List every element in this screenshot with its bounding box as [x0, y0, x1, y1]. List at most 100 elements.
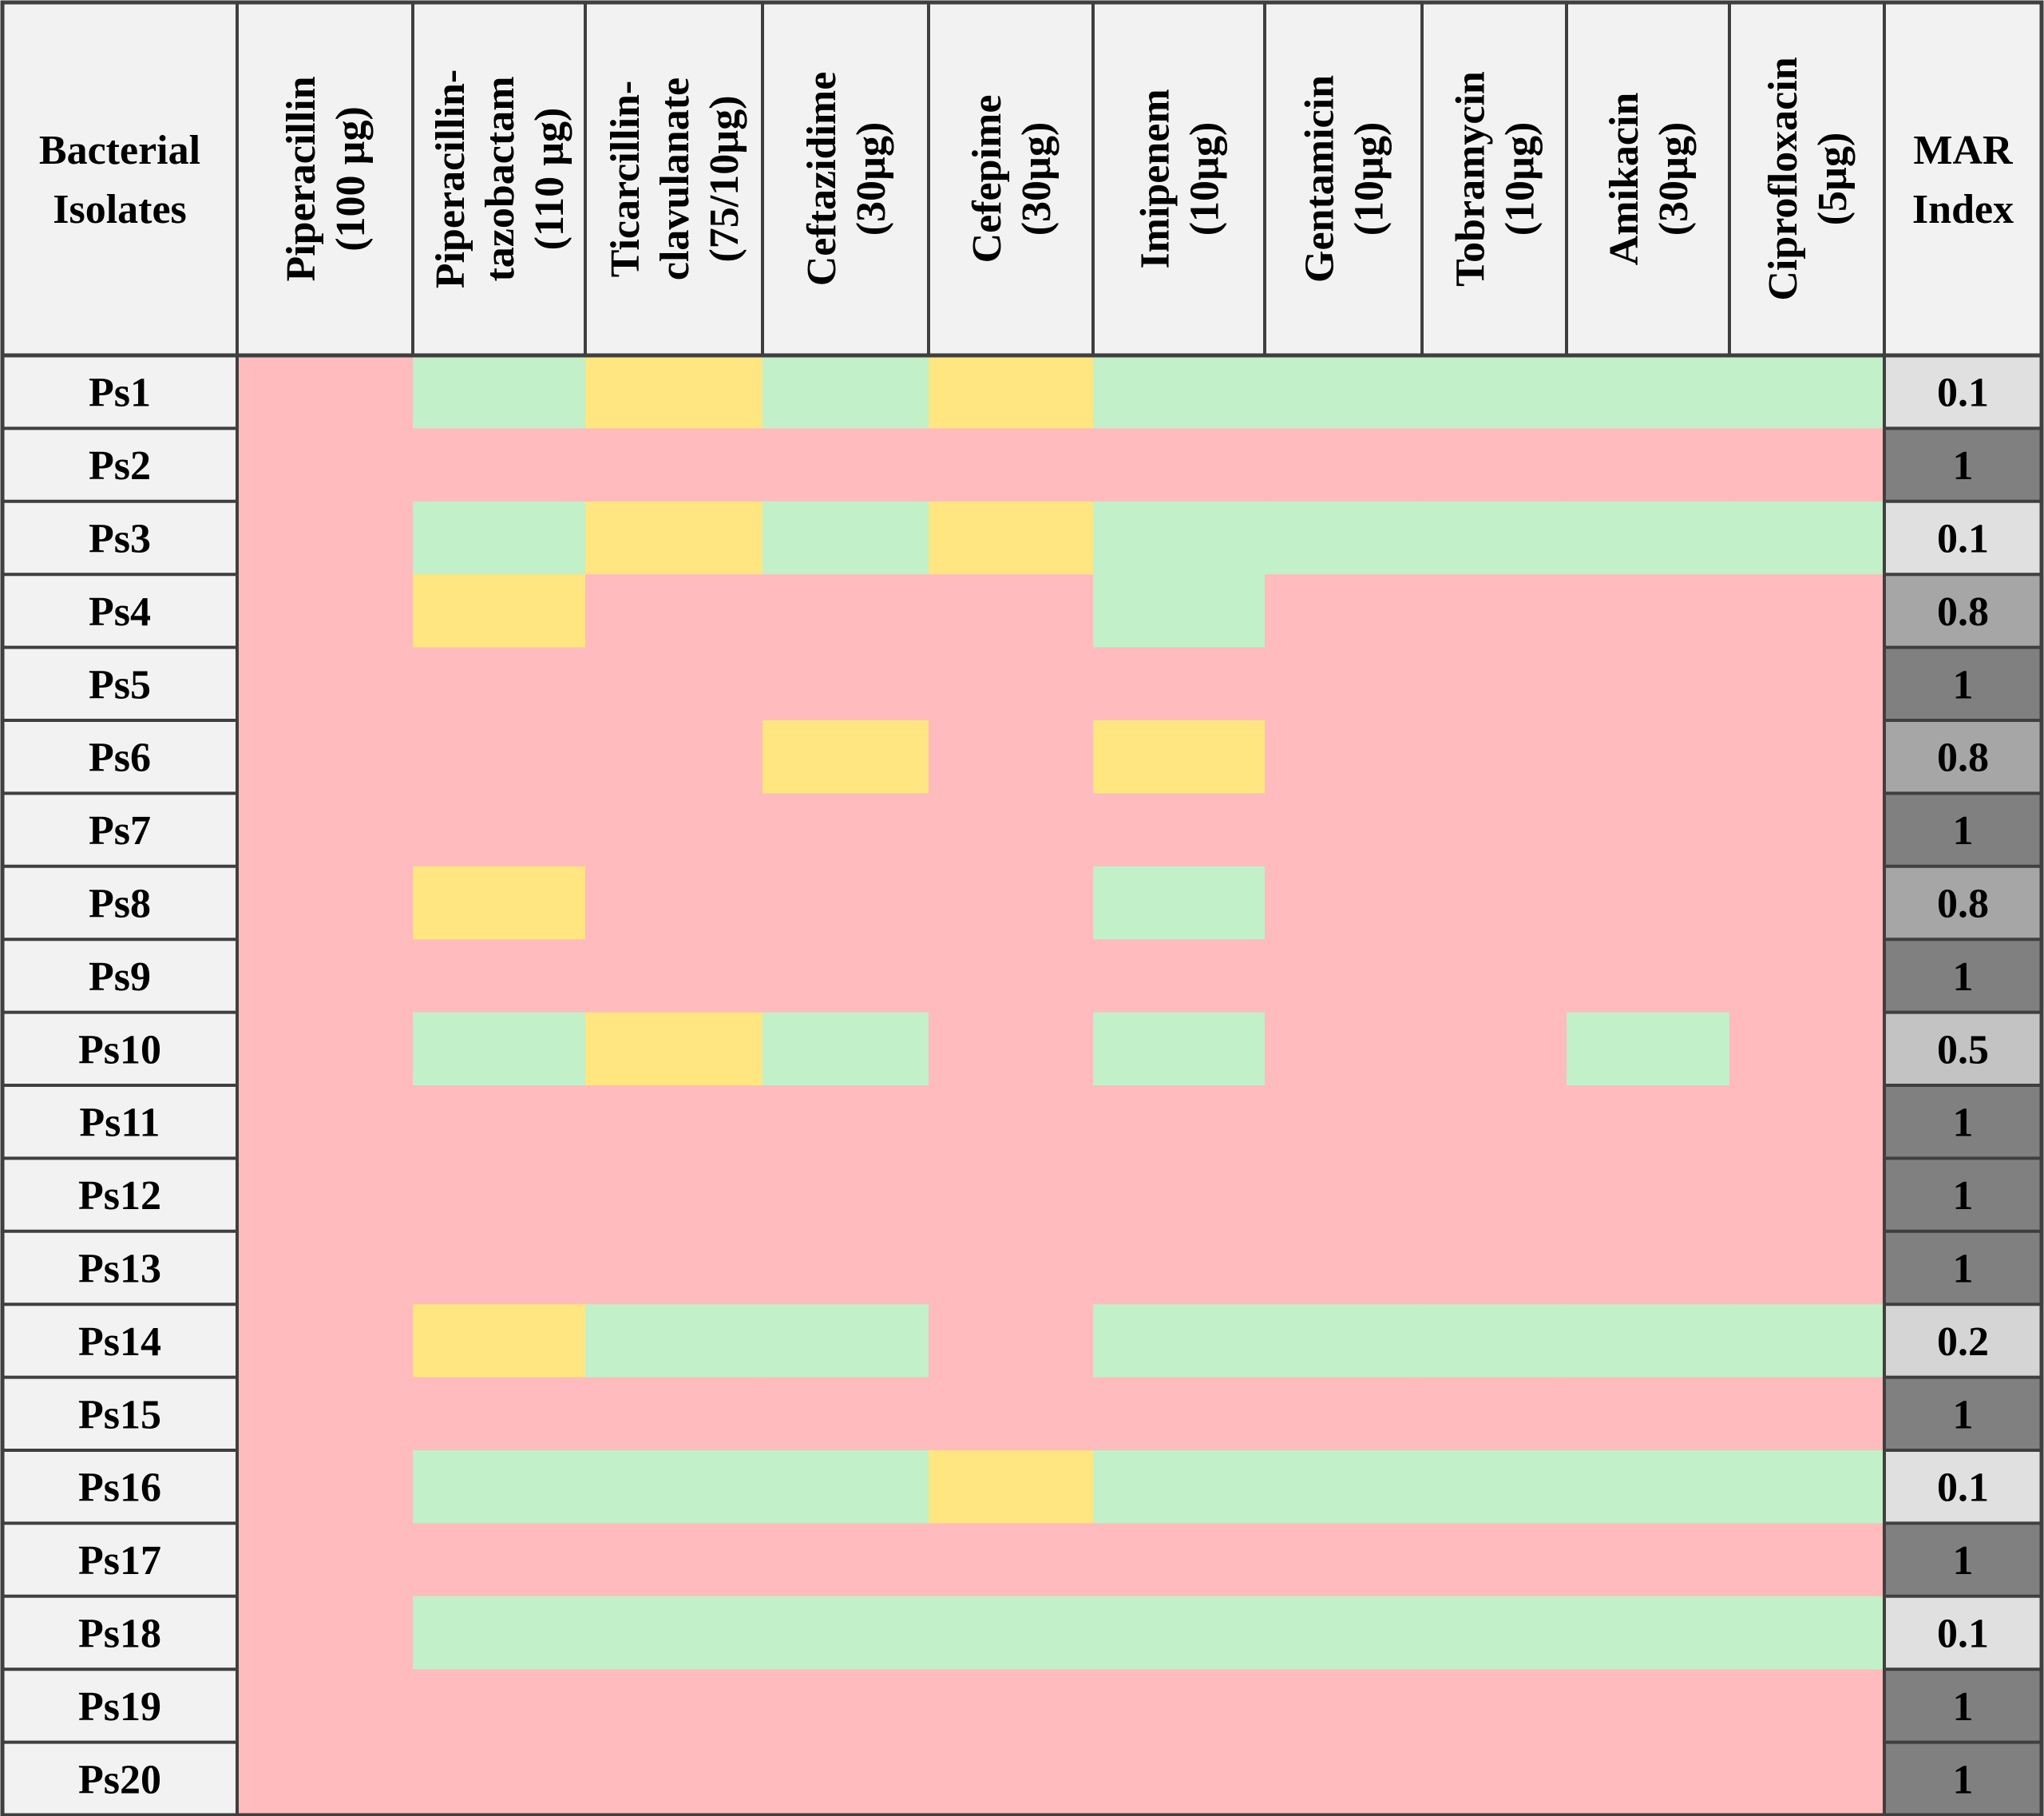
heatmap-cell [1422, 1742, 1567, 1816]
heatmap-cell [413, 1085, 586, 1159]
heatmap-cell [585, 501, 763, 575]
heatmap-cell [1729, 720, 1885, 794]
heatmap-cell [237, 501, 414, 575]
heatmap-cell [1265, 720, 1423, 794]
heatmap-cell [237, 1158, 414, 1232]
antibiotic-header-label: Amikacin(30µg) [1602, 93, 1697, 266]
heatmap-cell [1422, 1085, 1567, 1159]
antibiotic-header-label: Piperacillin(100 µg) [279, 76, 374, 281]
heatmap-cell [1093, 866, 1266, 940]
heatmap-cell [413, 1742, 586, 1816]
heatmap-cell [1265, 355, 1423, 429]
heatmap-cell [237, 1596, 414, 1670]
heatmap-cell [1265, 1669, 1423, 1743]
mar-index-cell [1884, 939, 2042, 1013]
heatmap-cell [1729, 1304, 1885, 1378]
mar-index-value: 0.2 [1937, 1319, 1989, 1365]
heatmap-cell [1567, 1377, 1730, 1451]
heatmap-cell [763, 1085, 929, 1159]
heatmap-cell [763, 793, 929, 867]
heatmap-cell [1422, 866, 1567, 940]
heatmap-cell [237, 1742, 414, 1816]
heatmap-cell [1093, 501, 1266, 575]
heatmap-cell [585, 866, 763, 940]
heatmap-cell [1567, 1158, 1730, 1232]
isolate-label: Ps16 [78, 1465, 161, 1511]
heatmap-cell [1567, 1742, 1730, 1816]
mar-index-value: 1 [1953, 443, 1974, 489]
heatmap-cell [1729, 1669, 1885, 1743]
isolate-label: Ps13 [78, 1247, 161, 1292]
heatmap-cell [1093, 1231, 1266, 1305]
heatmap-cell [1265, 428, 1423, 502]
heatmap-cell [1093, 1596, 1266, 1670]
heatmap-cell [413, 1377, 586, 1451]
heatmap-cell [585, 1377, 763, 1451]
heatmap-cell [1567, 355, 1730, 429]
heatmap-cell [929, 1231, 1094, 1305]
heatmap-cell [1265, 939, 1423, 1013]
heatmap-cell [585, 1085, 763, 1159]
heatmap-cell [1729, 1231, 1885, 1305]
heatmap-cell [1422, 1304, 1567, 1378]
heatmap-cell [763, 1304, 929, 1378]
heatmap-cell [1422, 574, 1567, 648]
heatmap-cell [1567, 1596, 1730, 1670]
heatmap-cell [1567, 793, 1730, 867]
mar-index-cell [1884, 1085, 2042, 1159]
heatmap-cell [1729, 1158, 1885, 1232]
heatmap-cell [1567, 1669, 1730, 1743]
heatmap-cell [1567, 1012, 1730, 1086]
heatmap-cell [237, 428, 414, 502]
mar-index-value: 1 [1953, 1757, 1974, 1802]
heatmap-cell [413, 939, 586, 1013]
heatmap-cell [1422, 355, 1567, 429]
heatmap-cell [1422, 1669, 1567, 1743]
heatmap-cell [237, 1012, 414, 1086]
mar-index-value: 1 [1953, 808, 1974, 854]
heatmap-cell [1729, 428, 1885, 502]
heatmap-cell [1729, 647, 1885, 721]
mar-index-cell [1884, 1304, 2042, 1378]
heatmap-cell [413, 866, 586, 940]
mar-index-cell [1884, 428, 2042, 502]
mar-index-cell [1884, 501, 2042, 575]
antibiotic-header: Cefepime(30µg) [965, 95, 1060, 264]
heatmap-cell [237, 1085, 414, 1159]
antibiotic-header-label: Tobramycin(10µg) [1448, 71, 1543, 287]
heatmap-cell [1265, 574, 1423, 648]
isolate-label: Ps8 [89, 882, 151, 927]
mar-index-value: 0.1 [1937, 371, 1989, 416]
isolate-label: Ps11 [79, 1100, 160, 1146]
heatmap-cell [929, 1523, 1094, 1597]
heatmap-cell [1567, 501, 1730, 575]
heatmap-cell [1729, 574, 1885, 648]
heatmap-cell [763, 1231, 929, 1305]
antibiotic-header: Amikacin(30µg) [1602, 93, 1697, 266]
mar-index-value: 0.5 [1937, 1027, 1989, 1073]
mar-index-value: 0.1 [1937, 1465, 1989, 1511]
heatmap-cell [1729, 939, 1885, 1013]
heatmap-cell [1422, 939, 1567, 1013]
mar-index-cell [1884, 1377, 2042, 1450]
heatmap-cell [1422, 428, 1567, 502]
mar-index-cell [1884, 1450, 2042, 1524]
heatmap-cell [763, 866, 929, 940]
heatmap-cell [929, 501, 1094, 575]
header-background [2, 2, 2042, 355]
mar-index-cell [1884, 1231, 2042, 1305]
heatmap-cell [1265, 647, 1423, 721]
heatmap-cell [413, 1523, 586, 1597]
heatmap-cell [1422, 1377, 1567, 1451]
heatmap-cell [1567, 939, 1730, 1013]
heatmap-cell [1265, 1742, 1423, 1816]
heatmap-cell [1567, 574, 1730, 648]
heatmap-cell [413, 647, 586, 721]
heatmap-cell [763, 1596, 929, 1670]
heatmap-cell [1093, 1158, 1266, 1232]
heatmap-cell [1093, 355, 1266, 429]
heatmap-cell [763, 1012, 929, 1086]
heatmap-cell [1265, 1304, 1423, 1378]
isolate-label: Ps12 [78, 1173, 161, 1219]
isolate-label: Ps3 [89, 517, 151, 562]
